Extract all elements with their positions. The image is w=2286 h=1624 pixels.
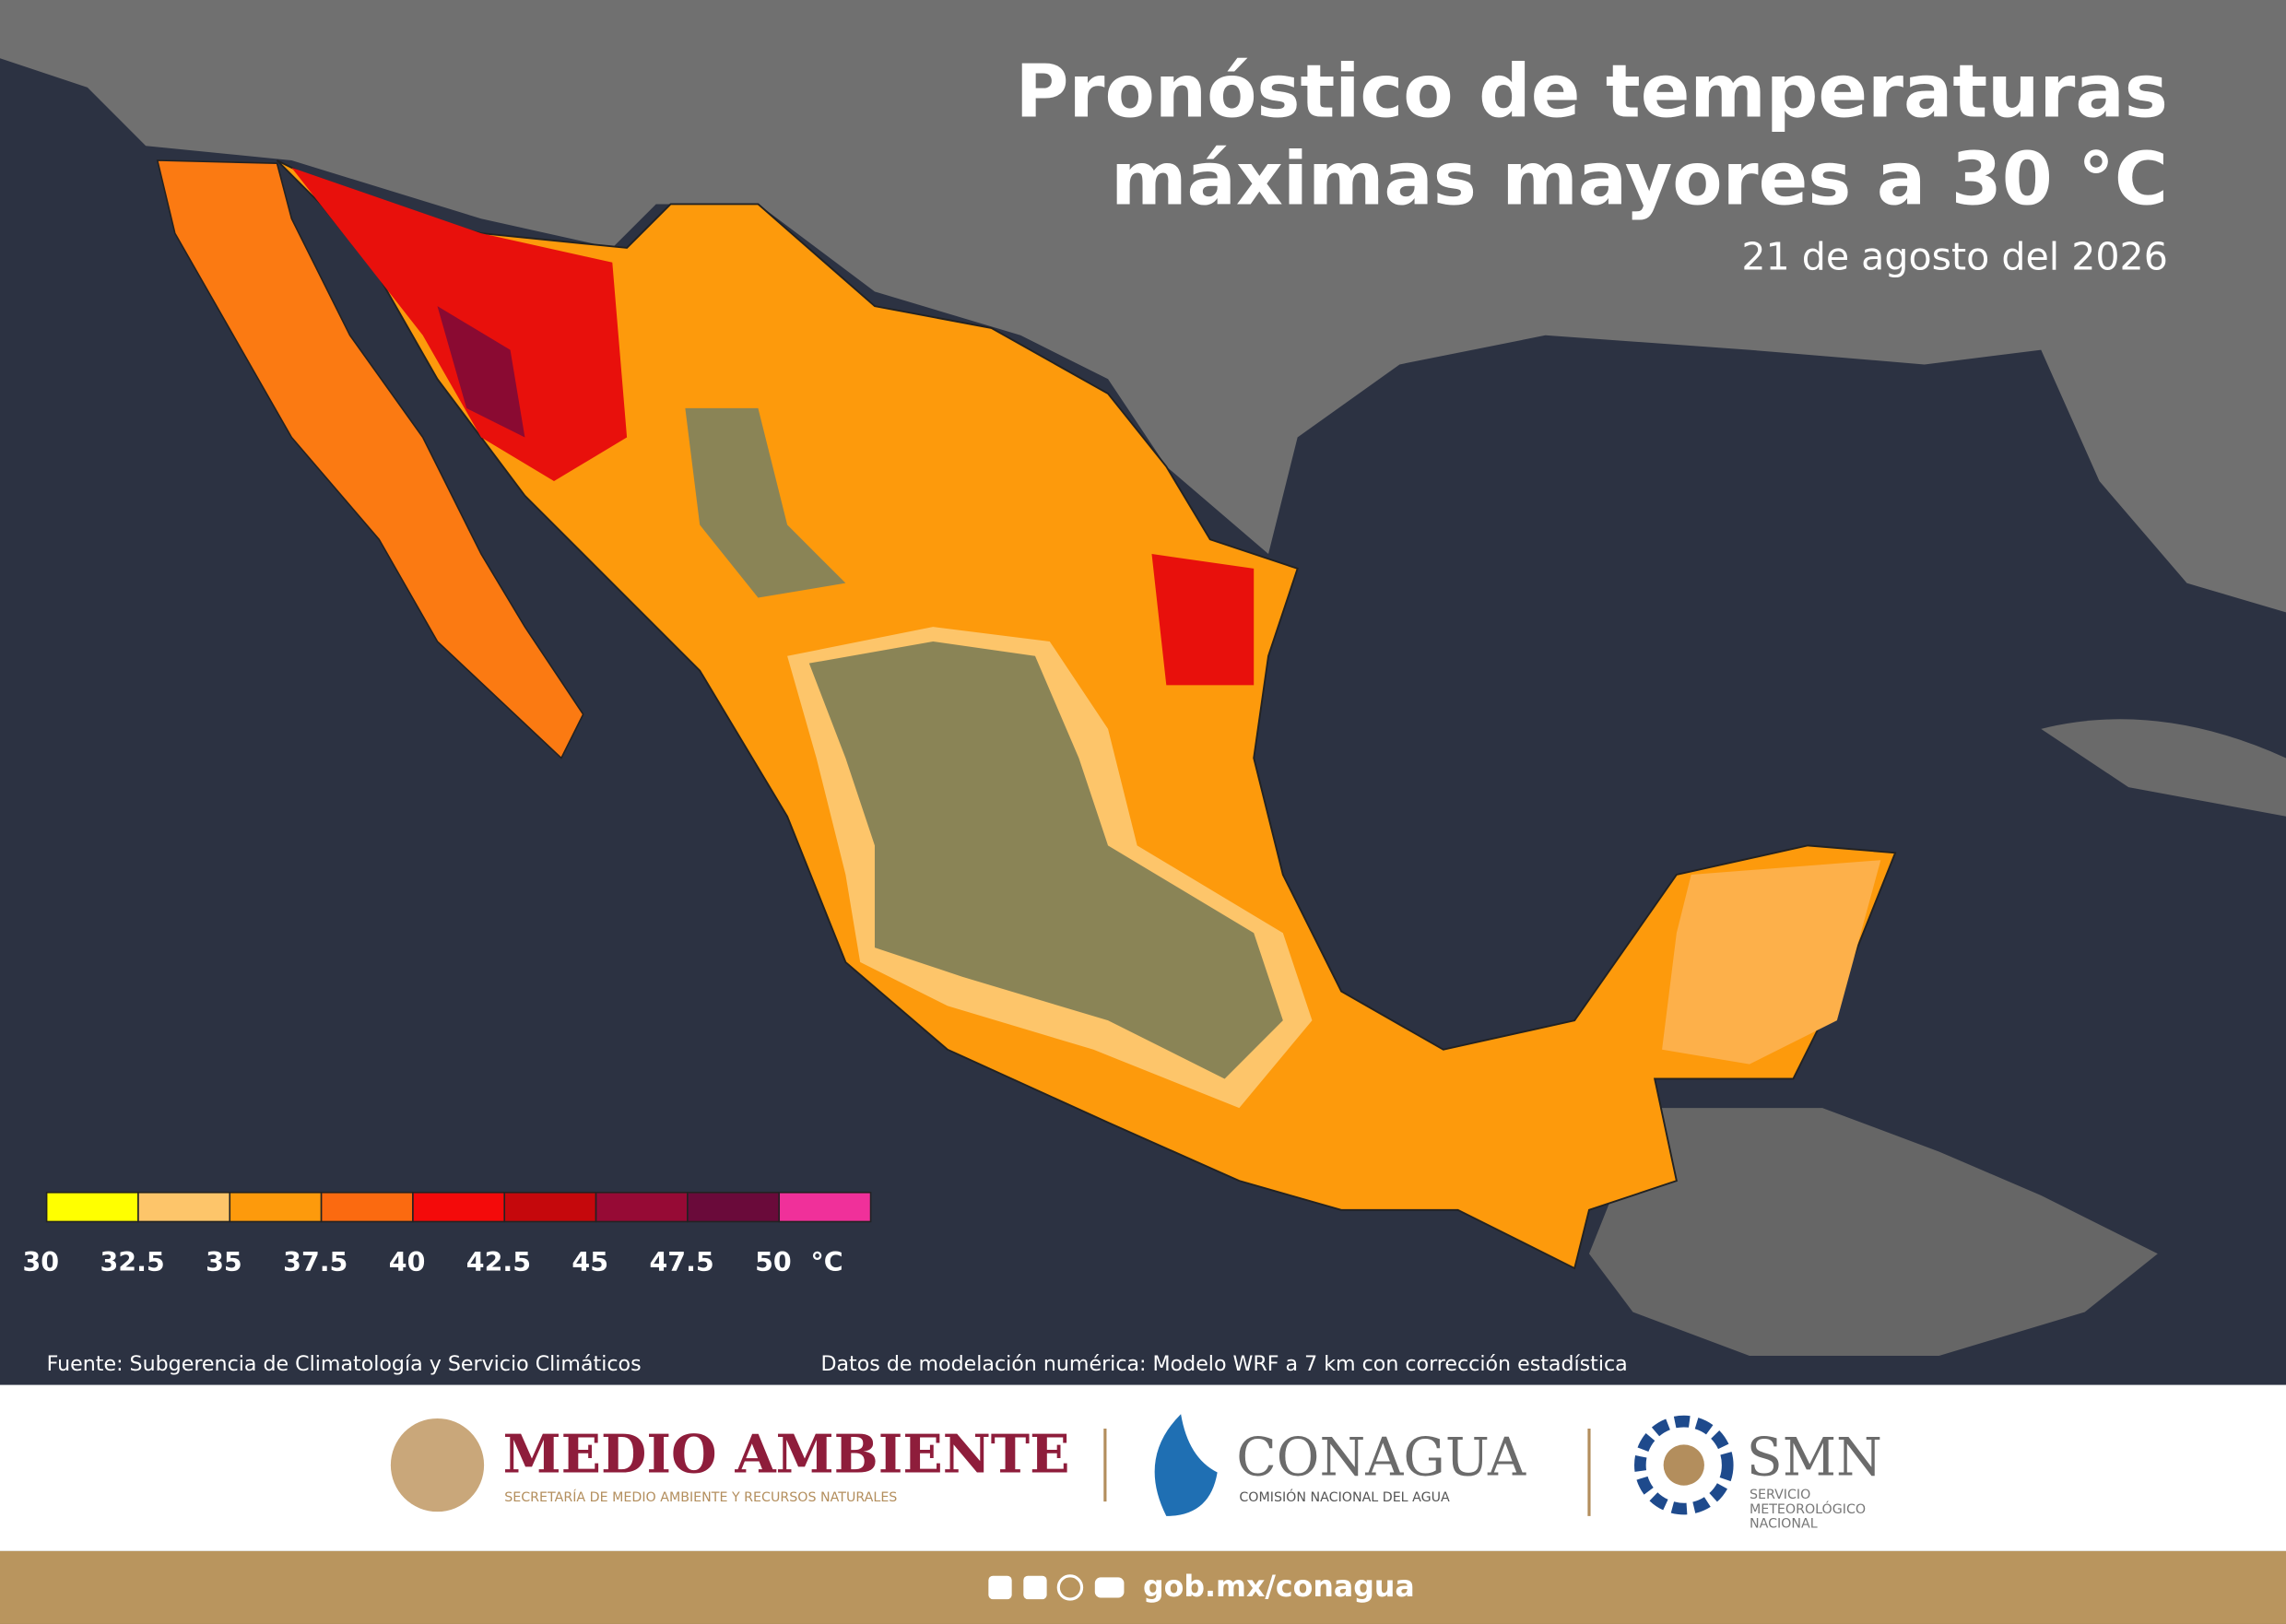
logo-band bbox=[0, 1384, 2286, 1551]
source: Datos de modelación numérica: Modelo WRF… bbox=[820, 1352, 1627, 1376]
legend-swatch bbox=[320, 1192, 414, 1223]
land-north bbox=[0, 0, 2286, 613]
legend-swatch bbox=[595, 1192, 689, 1223]
land-central-america bbox=[1588, 1108, 2158, 1356]
youtube-icon[interactable] bbox=[1094, 1577, 1125, 1598]
legend-tick-label: 30 bbox=[22, 1247, 59, 1277]
conagua-icon bbox=[1154, 1414, 1218, 1516]
legend-swatch bbox=[229, 1192, 323, 1223]
logo-subtext: NACIONAL bbox=[1750, 1517, 1818, 1532]
legend-tick-label: 40 bbox=[389, 1247, 426, 1277]
plateau bbox=[808, 641, 1283, 1079]
title: máximas mayores a 30 °C bbox=[1111, 136, 2168, 221]
legend-swatch bbox=[503, 1192, 597, 1223]
legend-tick-label: 37.5 bbox=[283, 1247, 348, 1277]
plateau-north bbox=[685, 407, 846, 598]
baja-california bbox=[156, 159, 584, 759]
legend-tick-label: 47.5 bbox=[649, 1247, 713, 1277]
logo-text: SMN bbox=[1747, 1428, 1882, 1489]
footer-url[interactable]: gob.mx/conagua bbox=[1143, 1571, 1415, 1604]
logo-subtext: METEOROLÓGICO bbox=[1750, 1500, 1866, 1517]
legend-swatch bbox=[687, 1192, 781, 1223]
legend-tick-label: 45 bbox=[572, 1247, 608, 1277]
land-caribbean bbox=[2041, 719, 2286, 817]
smn-icon-center bbox=[1663, 1444, 1704, 1486]
hottest-zone bbox=[437, 306, 525, 438]
legend-tick-label: 42.5 bbox=[466, 1247, 531, 1277]
legend-tick-label: 35 bbox=[206, 1247, 242, 1277]
emblem bbox=[390, 1418, 485, 1512]
source: Fuente: Subgerencia de Climatología y Se… bbox=[47, 1352, 642, 1376]
legend: 30 32.5 35 37.5 40 42.5 45 47.5 50 °C bbox=[22, 1192, 872, 1277]
legend-tick-label: 32.5 bbox=[100, 1247, 165, 1277]
facebook-icon[interactable] bbox=[988, 1575, 1012, 1600]
yucatan bbox=[1662, 860, 1881, 1065]
legend-swatch bbox=[137, 1192, 231, 1223]
twitter-icon[interactable] bbox=[1023, 1575, 1047, 1600]
logo-subtext: SECRETARÍA DE MEDIO AMBIENTE Y RECURSOS … bbox=[504, 1489, 897, 1505]
footer-band bbox=[0, 1550, 2286, 1624]
legend-unit: °C bbox=[811, 1247, 843, 1277]
title: Pronóstico de temperaturas bbox=[1016, 50, 2168, 135]
logo-text: MEDIO AMBIENTE bbox=[503, 1424, 1070, 1485]
smn-icon bbox=[1634, 1415, 1734, 1515]
logo-subtext: COMISIÓN NACIONAL DEL AGUA bbox=[1239, 1489, 1450, 1505]
logo-text: CONAGUA bbox=[1236, 1428, 1526, 1489]
date: 21 de agosto del 2026 bbox=[1741, 235, 2168, 279]
legend-tick-label: 50 bbox=[755, 1247, 792, 1277]
logo-subtext: SERVICIO bbox=[1750, 1488, 1810, 1502]
hot-zone-tamaulipas bbox=[1151, 554, 1255, 686]
legend-swatch bbox=[45, 1192, 139, 1223]
instagram-icon[interactable] bbox=[1056, 1574, 1084, 1601]
legend-swatch bbox=[412, 1192, 506, 1223]
legend-swatch bbox=[778, 1192, 872, 1223]
